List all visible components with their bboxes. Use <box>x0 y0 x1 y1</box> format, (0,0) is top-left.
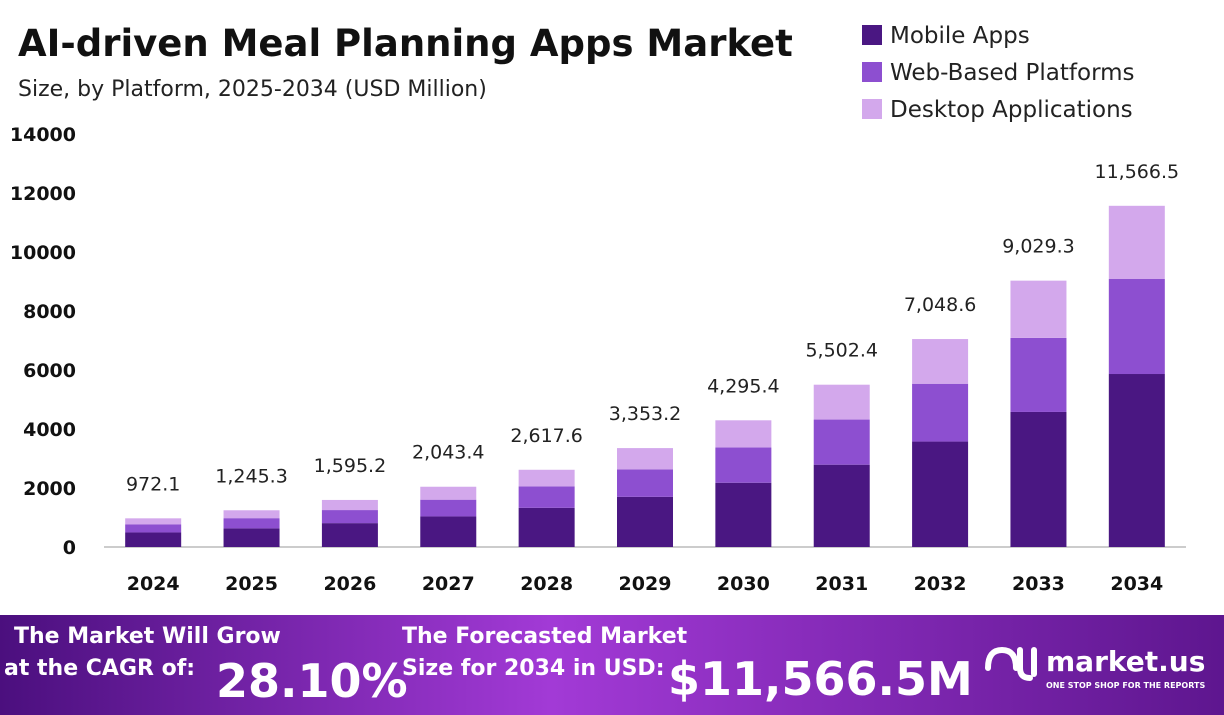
bar-segment <box>420 516 477 547</box>
chart-title: AI-driven Meal Planning Apps Market <box>18 22 793 65</box>
y-tick-label: 6000 <box>23 360 76 382</box>
legend-label: Mobile Apps <box>890 23 1030 49</box>
x-tick-label: 2024 <box>127 573 180 595</box>
total-label: 5,502.4 <box>805 340 878 362</box>
y-tick-label: 4000 <box>23 419 76 441</box>
x-tick-label: 2026 <box>323 573 376 595</box>
bar-segment <box>617 496 673 547</box>
bar-segment <box>1108 374 1165 547</box>
cagr-text: The Market Will Grow <box>14 624 281 649</box>
brand-logo <box>985 646 1037 681</box>
legend-label: Web-Based Platforms <box>890 60 1135 86</box>
bar-segment <box>321 523 378 547</box>
bar-segment <box>1108 278 1165 375</box>
bar-segment <box>813 419 870 465</box>
legend-swatch <box>862 62 882 82</box>
bar-segment <box>1010 337 1067 412</box>
chart-subtitle: Size, by Platform, 2025-2034 (USD Millio… <box>18 77 487 102</box>
y-tick-label: 8000 <box>23 301 76 323</box>
total-label: 1,595.2 <box>314 455 387 477</box>
bar-segment <box>912 383 969 442</box>
bar-segment <box>715 482 772 547</box>
bar-segment <box>223 510 280 519</box>
total-label: 3,353.2 <box>609 403 682 425</box>
x-tick-label: 2031 <box>815 573 868 595</box>
bar-segment <box>912 441 969 547</box>
bar-segment <box>715 420 772 448</box>
x-tick-label: 2032 <box>914 573 967 595</box>
bar-segment <box>813 384 870 420</box>
bar-segment <box>125 532 182 547</box>
legend-swatch <box>862 99 882 119</box>
y-tick-label: 10000 <box>10 242 76 264</box>
total-label: 1,245.3 <box>215 465 288 487</box>
legend-label: Desktop Applications <box>890 97 1133 123</box>
legend-swatch <box>862 25 882 45</box>
bar-segment <box>518 486 575 508</box>
x-tick-label: 2030 <box>717 573 770 595</box>
cagr-text: at the CAGR of: <box>4 656 195 681</box>
bar-segment <box>813 464 870 547</box>
bar-segment <box>617 448 673 470</box>
bar-segment <box>1010 280 1067 338</box>
bar-segment <box>617 469 673 497</box>
bar-segment <box>518 507 575 547</box>
x-tick-label: 2027 <box>422 573 475 595</box>
bar-segment <box>321 499 378 511</box>
x-tick-label: 2033 <box>1012 573 1065 595</box>
total-label: 7,048.6 <box>904 294 977 316</box>
x-tick-label: 2025 <box>225 573 278 595</box>
bar-segment <box>912 339 969 384</box>
x-tick-label: 2029 <box>619 573 672 595</box>
forecast-value: $11,566.5M <box>668 652 973 706</box>
x-tick-label: 2028 <box>520 573 573 595</box>
y-tick-label: 12000 <box>10 183 76 205</box>
forecast-text: Size for 2034 in USD: <box>402 656 665 681</box>
bar-segment <box>420 486 477 500</box>
y-tick-label: 2000 <box>23 478 76 500</box>
bar-segment <box>518 469 575 487</box>
brand: market.us <box>1046 645 1205 678</box>
total-label: 2,043.4 <box>412 442 485 464</box>
bar-segment <box>1108 205 1165 279</box>
bar-segment <box>715 447 772 483</box>
x-tick-label: 2034 <box>1110 573 1163 595</box>
y-tick-label: 0 <box>63 537 76 559</box>
bar-segment <box>125 524 182 533</box>
cagr-value: 28.10% <box>216 654 408 708</box>
bar-segment <box>223 518 280 529</box>
total-label: 2,617.6 <box>510 425 583 447</box>
total-label: 972.1 <box>126 473 180 495</box>
bar-segment <box>125 518 182 525</box>
brand-tagline: ONE STOP SHOP FOR THE REPORTS <box>1046 681 1205 690</box>
total-label: 9,029.3 <box>1002 236 1075 258</box>
forecast-text: The Forecasted Market <box>402 624 688 649</box>
total-label: 11,566.5 <box>1095 161 1180 183</box>
bar-segment <box>223 528 280 547</box>
bar-segment <box>420 499 477 517</box>
bar-segment <box>321 510 378 524</box>
total-label: 4,295.4 <box>707 375 780 397</box>
y-tick-label: 14000 <box>10 124 76 146</box>
bar-segment <box>1010 411 1067 547</box>
